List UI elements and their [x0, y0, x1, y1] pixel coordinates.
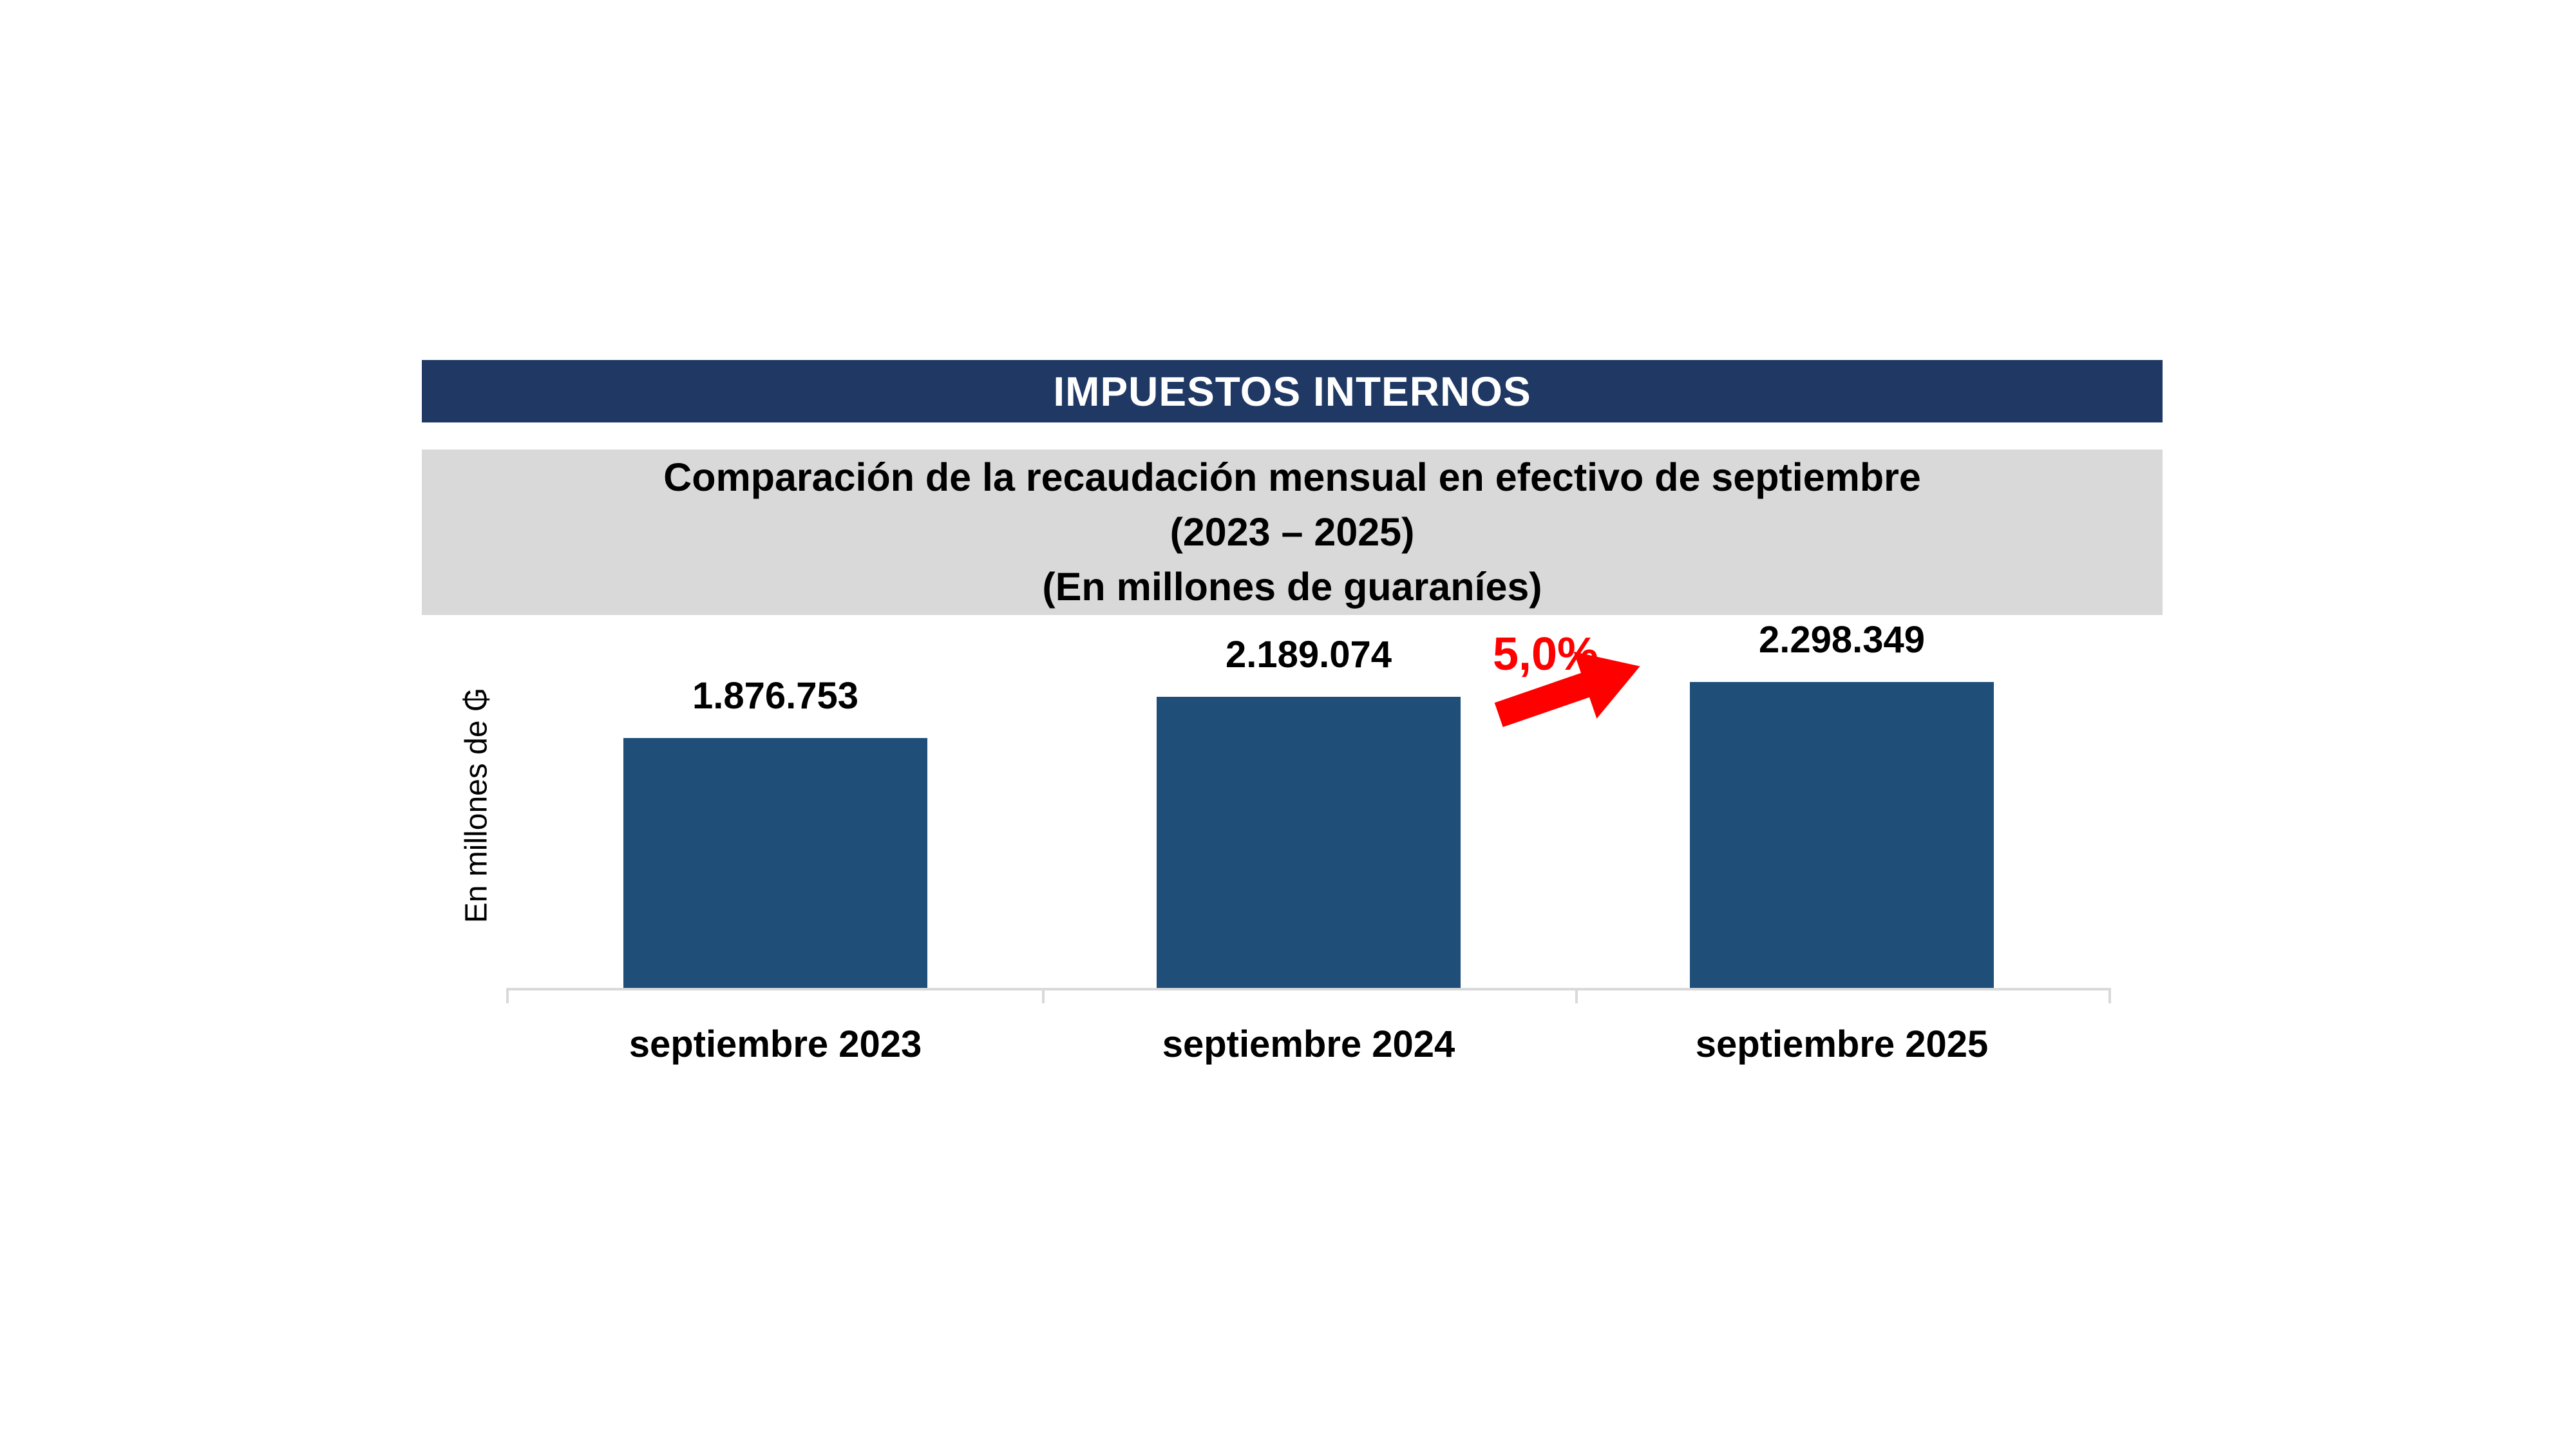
x-axis-tick	[506, 990, 509, 1003]
data-label-septiembre-2024: 2.189.074	[1225, 634, 1392, 676]
x-axis-label-septiembre-2025: septiembre 2025	[1695, 1023, 1989, 1065]
growth-arrow-icon	[1481, 626, 1654, 755]
data-label-septiembre-2023: 1.876.753	[692, 675, 859, 717]
chart-header-banner: IMPUESTOS INTERNOS	[422, 360, 2163, 422]
x-axis-tick	[2108, 990, 2111, 1003]
bar-group-septiembre-2025: 2.298.349	[1575, 612, 2108, 988]
chart-header-title: IMPUESTOS INTERNOS	[1053, 368, 1531, 415]
chart-title-line-3: (En millones de guaraníes)	[1042, 565, 1542, 609]
x-axis-label-septiembre-2023: septiembre 2023	[629, 1023, 922, 1065]
x-axis-labels: septiembre 2023 septiembre 2024 septiemb…	[509, 1023, 2108, 1068]
y-axis-title-wrap: En millones de ₲	[443, 650, 510, 960]
y-axis-title: En millones de ₲	[459, 687, 494, 923]
x-axis-label-septiembre-2024: septiembre 2024	[1162, 1023, 1455, 1065]
x-axis-tick	[1575, 990, 1578, 1003]
bar-septiembre-2025	[1690, 682, 1994, 988]
x-axis-line	[506, 988, 2111, 990]
chart-title-line-1: Comparación de la recaudación mensual en…	[663, 455, 1921, 499]
bar-group-septiembre-2023: 1.876.753	[509, 612, 1042, 988]
x-axis-tick	[1042, 990, 1045, 1003]
chart-title-block: Comparación de la recaudación mensual en…	[422, 450, 2163, 615]
data-label-septiembre-2025: 2.298.349	[1758, 619, 1926, 661]
chart-title-line-2: (2023 – 2025)	[1170, 510, 1415, 554]
bar-septiembre-2024	[1157, 697, 1461, 988]
bar-group-septiembre-2024: 2.189.074	[1042, 612, 1575, 988]
bar-septiembre-2023	[623, 738, 927, 988]
plot-area: 1.876.753 2.189.074 2.298.349	[506, 612, 2111, 1003]
